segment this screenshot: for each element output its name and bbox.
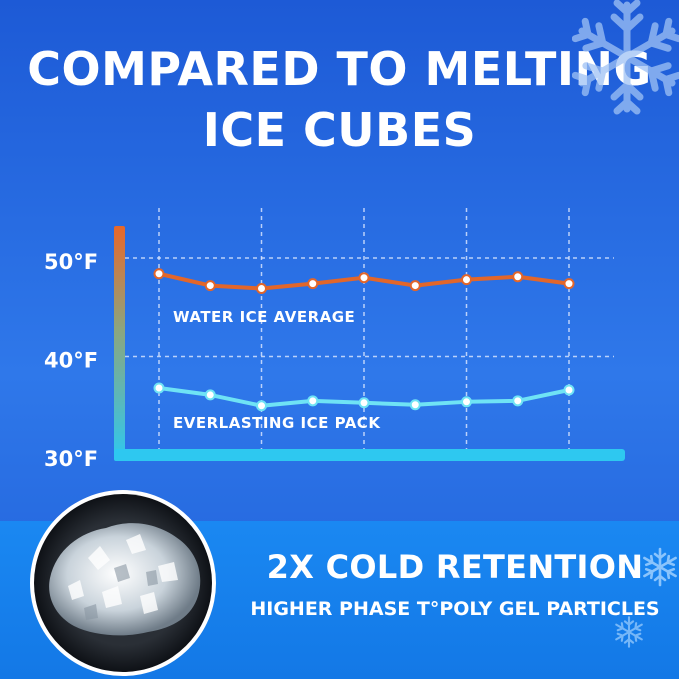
x-axis [114,449,625,461]
series-label: EVERLASTING ICE PACK [173,414,381,432]
data-point [512,271,524,283]
series-labels: WATER ICE AVERAGE EVERLASTING ICE PACK [173,308,381,432]
series-label: WATER ICE AVERAGE [173,308,355,326]
data-point [461,396,472,408]
data-point [409,399,421,411]
data-point [153,268,165,280]
horizontal-gridlines [125,257,614,358]
data-point [512,395,524,407]
ice-photo [30,490,216,676]
data-point [307,278,319,290]
y-tick-label: 30°F [44,447,98,471]
data-point [358,272,370,284]
data-point [204,280,216,292]
data-point [563,384,575,396]
y-tick-labels: 50°F 40°F 30°F [44,250,98,471]
page-title-line1: COMPARED TO MELTING [27,42,652,96]
y-tick-label: 40°F [44,349,98,373]
data-point [256,283,267,295]
data-point [409,280,421,292]
data-point [563,278,575,290]
series-layer [153,268,575,412]
data-point [256,400,267,412]
banner-headline: 2X COLD RETENTION [266,548,644,586]
y-tick-label: 50°F [44,250,98,274]
data-point [307,395,319,407]
page-title-line2: ICE CUBES [202,103,477,157]
snowflake-icon [572,0,679,115]
y-axis [114,226,125,461]
data-point [461,274,472,286]
data-point [153,382,165,394]
vertical-gridlines [158,208,570,449]
data-point [204,389,216,401]
data-point [358,397,370,409]
snowflake-icon [640,547,679,587]
banner-subtitle: HIGHER PHASE T°POLY GEL PARTICLES [250,598,660,620]
snowflake-icon [613,616,645,648]
